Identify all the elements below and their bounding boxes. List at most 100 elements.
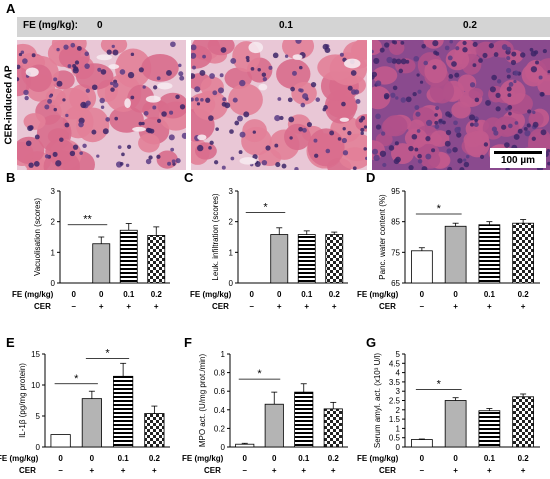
fe-value-3: 0.2 [518,290,530,299]
y-tick-label: 1 [396,424,401,433]
cer-value-3: + [332,302,337,311]
bar-0 [411,439,433,448]
cer-value-3: + [521,466,526,475]
cer-value-0: – [420,302,425,311]
fe-value-1: 0 [90,454,95,463]
cer-value-3: + [521,302,526,311]
cer-value-2: + [301,466,306,475]
y-tick-label: 4 [396,369,401,378]
y-axis-label: IL-1β (pg/mg protein) [18,363,27,438]
chart-panel-d: D 65 75 85 95 Panc. water content (%) * FE (mg/… [357,170,540,311]
cer-value-0: – [243,466,248,475]
y-tick-label: 10 [31,381,40,390]
y-tick-label: 3 [229,187,234,196]
y-tick-label: 0.6 [214,387,226,396]
fe-value-3: 0.2 [328,454,340,463]
fe-row-label: FE (mg/kg) [190,290,232,299]
significance-marker: * [437,378,442,390]
fe-value-2: 0.1 [301,290,313,299]
bar-3 [323,408,343,448]
y-tick-label: 1.5 [389,415,401,424]
y-tick-label: 65 [391,279,400,288]
y-tick-label: 4.5 [389,359,401,368]
cer-value-0: – [250,302,255,311]
cer-value-1: + [453,466,458,475]
y-tick-label: 0 [51,279,56,288]
fe-value-3: 0.2 [149,454,161,463]
fe-value-1: 0 [99,290,104,299]
dose-label-0-1: 0.1 [279,20,293,31]
chart-panel-f: F 0 0.2 0.4 0.6 0.8 1 MPO act. (U/mg prot./min)… [182,335,348,475]
fe-value-2: 0.1 [123,290,135,299]
dose-label-0-2: 0.2 [463,20,477,31]
y-tick-label: 1 [221,350,226,359]
cer-value-1: + [90,466,95,475]
y-tick-label: 0.2 [214,424,226,433]
bar-3 [512,222,534,284]
fe-dose-banner: FE (mg/kg): 0 0.1 0.2 [17,17,550,37]
y-tick-label: 0.8 [214,369,226,378]
y-tick-label: 2 [51,218,56,227]
significance-marker: * [437,203,442,215]
bar-3 [144,413,165,448]
fe-value-1: 0 [272,454,277,463]
cer-value-1: + [453,302,458,311]
y-tick-label: 15 [31,350,40,359]
fe-value-0: 0 [72,290,77,299]
chart-panel-e: E 0 5 10 15 IL-1β (pg/mg protein) * * FE (mg/kg)… [0,335,170,475]
bar-2 [297,234,316,284]
bar-3 [325,234,344,284]
cer-value-3: + [154,302,159,311]
y-axis-label: Leuk. infiltration (scores) [211,193,220,280]
fe-value-3: 0.2 [518,454,530,463]
y-tick-label: 0.5 [389,434,401,443]
fe-value-3: 0.2 [329,290,341,299]
fe-value-2: 0.1 [298,454,310,463]
y-axis-label: Serum amyl. act. (x10³ U/l) [373,353,382,448]
micrograph-fe-0 [17,40,186,170]
bar-2 [119,229,138,284]
cer-value-0: – [72,302,77,311]
cer-value-2: + [121,466,126,475]
bar-3 [512,396,534,448]
scale-bar-line [494,151,542,154]
y-axis-label: Vacuolisation (scores) [33,198,42,276]
cer-row-label: CER [212,302,229,311]
panel-letter-e: E [6,335,15,350]
fe-value-0: 0 [420,454,425,463]
bar-0 [50,434,71,448]
fe-value-0: 0 [250,290,255,299]
fe-value-2: 0.1 [484,290,496,299]
cer-row-label: CER [379,302,396,311]
panel-letter-b: B [6,170,15,185]
fe-value-3: 0.2 [151,290,163,299]
chart-panel-c: C 0 1 2 3 Leuk. infiltration (scores) * FE (mg/… [184,170,348,311]
cer-value-0: – [420,466,425,475]
cer-value-3: + [152,466,157,475]
bar-1 [92,243,111,284]
scale-bar-label: 100 µm [500,155,536,166]
cer-value-0: – [58,466,63,475]
fe-row-label: FE (mg/kg) [182,454,224,463]
y-tick-label: 5 [396,350,401,359]
y-tick-label: 2.5 [389,397,401,406]
bar-0 [235,443,255,448]
significance-marker: * [257,368,262,380]
fe-value-0: 0 [420,290,425,299]
fe-value-1: 0 [277,290,282,299]
cer-value-1: + [272,466,277,475]
y-tick-label: 1 [229,248,234,257]
bar-2 [478,410,501,448]
y-tick-label: 1 [51,248,56,257]
fe-dose-label: FE (mg/kg): [23,20,78,31]
y-tick-label: 2 [229,218,234,227]
panel-letter-f: F [184,335,192,350]
cer-value-2: + [126,302,131,311]
cer-row-label: CER [34,302,51,311]
fe-row-label: FE (mg/kg) [0,454,39,463]
bar-3 [147,235,166,284]
significance-marker: ** [83,214,92,226]
fe-value-0: 0 [58,454,63,463]
significance-marker: * [105,347,110,359]
